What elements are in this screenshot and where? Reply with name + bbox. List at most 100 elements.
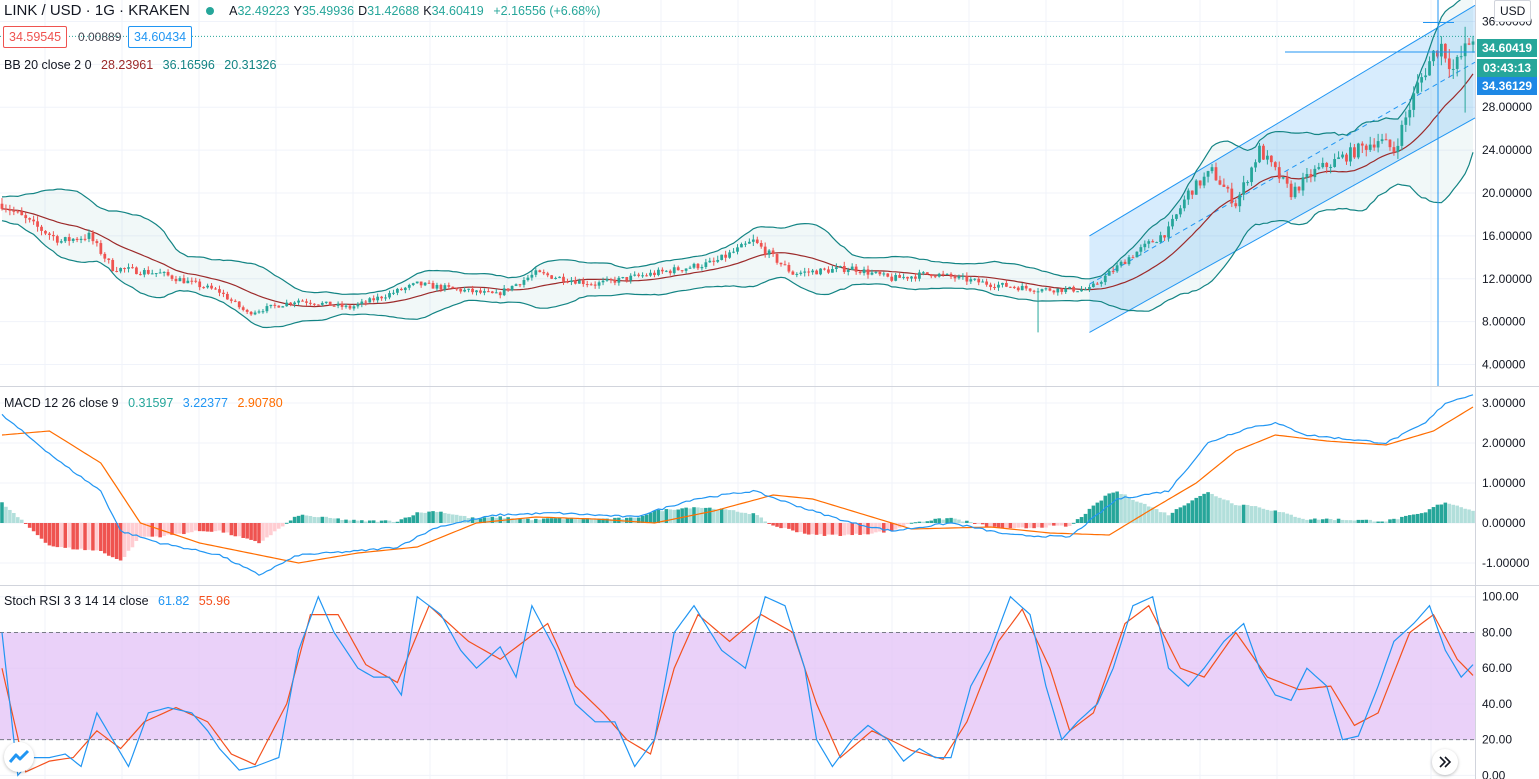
- candle[interactable]: [629, 273, 633, 284]
- candle[interactable]: [577, 278, 581, 284]
- candle[interactable]: [562, 273, 565, 285]
- candle[interactable]: [233, 299, 237, 303]
- candle[interactable]: [664, 270, 668, 273]
- candle[interactable]: [63, 236, 67, 243]
- candle[interactable]: [597, 280, 601, 289]
- candle[interactable]: [1463, 26, 1467, 113]
- candle[interactable]: [637, 272, 641, 278]
- candle[interactable]: [795, 272, 799, 278]
- candle[interactable]: [1471, 35, 1475, 53]
- candle[interactable]: [12, 206, 16, 216]
- candle[interactable]: [1230, 182, 1234, 208]
- candle[interactable]: [99, 240, 103, 256]
- candle[interactable]: [1044, 287, 1048, 291]
- candle[interactable]: [237, 301, 241, 310]
- candle[interactable]: [218, 285, 221, 297]
- candle[interactable]: [894, 272, 898, 282]
- candle[interactable]: [740, 242, 743, 248]
- candle[interactable]: [1313, 165, 1317, 182]
- candle[interactable]: [716, 255, 720, 264]
- candle[interactable]: [423, 282, 427, 287]
- candle[interactable]: [483, 288, 486, 296]
- candle[interactable]: [127, 263, 130, 273]
- candle[interactable]: [24, 212, 28, 224]
- candle[interactable]: [48, 231, 51, 240]
- candle[interactable]: [1242, 175, 1246, 201]
- candle[interactable]: [1392, 141, 1396, 156]
- candle[interactable]: [819, 268, 822, 276]
- candle[interactable]: [384, 294, 387, 301]
- candle[interactable]: [269, 304, 273, 309]
- candle[interactable]: [989, 282, 992, 291]
- candle[interactable]: [672, 264, 676, 275]
- ask-price[interactable]: 34.60434: [128, 26, 193, 48]
- candle[interactable]: [1163, 235, 1166, 242]
- candle[interactable]: [993, 283, 996, 290]
- candle[interactable]: [1376, 133, 1380, 153]
- candle[interactable]: [411, 282, 415, 287]
- candle[interactable]: [1396, 138, 1400, 159]
- candle[interactable]: [1028, 288, 1032, 293]
- candle[interactable]: [1107, 268, 1111, 276]
- candle[interactable]: [67, 233, 71, 246]
- candle[interactable]: [1095, 281, 1099, 285]
- candle[interactable]: [340, 301, 344, 310]
- candle[interactable]: [724, 250, 728, 262]
- candle[interactable]: [910, 276, 913, 282]
- candle[interactable]: [862, 266, 866, 276]
- candle[interactable]: [1218, 175, 1222, 186]
- candle[interactable]: [799, 270, 803, 276]
- candle[interactable]: [1202, 172, 1206, 189]
- candle[interactable]: [135, 266, 138, 275]
- candle[interactable]: [360, 298, 364, 308]
- candle[interactable]: [898, 273, 902, 278]
- candle[interactable]: [771, 247, 775, 257]
- candle[interactable]: [447, 282, 451, 290]
- candle[interactable]: [783, 260, 787, 266]
- candle[interactable]: [324, 301, 328, 305]
- candle[interactable]: [997, 281, 1000, 291]
- candle[interactable]: [419, 281, 423, 288]
- candle[interactable]: [1119, 260, 1123, 268]
- candle[interactable]: [736, 244, 739, 255]
- candle[interactable]: [328, 301, 332, 306]
- candle[interactable]: [692, 262, 696, 269]
- candle[interactable]: [1123, 259, 1127, 265]
- candle[interactable]: [1222, 178, 1226, 188]
- candle[interactable]: [1024, 283, 1028, 291]
- bb-label[interactable]: BB 20 close 2 0: [4, 58, 92, 72]
- candle[interactable]: [775, 252, 779, 265]
- candle[interactable]: [842, 261, 846, 274]
- candle[interactable]: [20, 207, 24, 216]
- candle[interactable]: [1127, 255, 1131, 266]
- candle[interactable]: [680, 269, 684, 273]
- candle[interactable]: [676, 265, 680, 271]
- candle[interactable]: [1080, 286, 1083, 292]
- candle[interactable]: [316, 304, 320, 306]
- candle[interactable]: [297, 298, 300, 306]
- candle[interactable]: [368, 297, 372, 303]
- candle[interactable]: [1388, 139, 1392, 151]
- candle[interactable]: [625, 276, 629, 283]
- candle[interactable]: [1234, 199, 1238, 209]
- candle[interactable]: [1333, 153, 1337, 168]
- candle[interactable]: [498, 291, 502, 299]
- candle[interactable]: [1459, 45, 1463, 60]
- candle[interactable]: [570, 277, 573, 286]
- candle[interactable]: [225, 291, 229, 300]
- candle[interactable]: [1084, 287, 1087, 291]
- candle[interactable]: [906, 276, 909, 281]
- candle[interactable]: [510, 285, 514, 292]
- candle[interactable]: [435, 282, 439, 292]
- candle[interactable]: [229, 297, 233, 304]
- candle[interactable]: [834, 263, 838, 273]
- candle[interactable]: [320, 301, 324, 307]
- candle[interactable]: [751, 234, 755, 247]
- candle[interactable]: [253, 310, 257, 316]
- candle[interactable]: [534, 267, 538, 278]
- bb-upper-line[interactable]: [1, 0, 1473, 295]
- candle[interactable]: [142, 267, 146, 278]
- candle[interactable]: [538, 269, 542, 273]
- candle[interactable]: [696, 262, 700, 271]
